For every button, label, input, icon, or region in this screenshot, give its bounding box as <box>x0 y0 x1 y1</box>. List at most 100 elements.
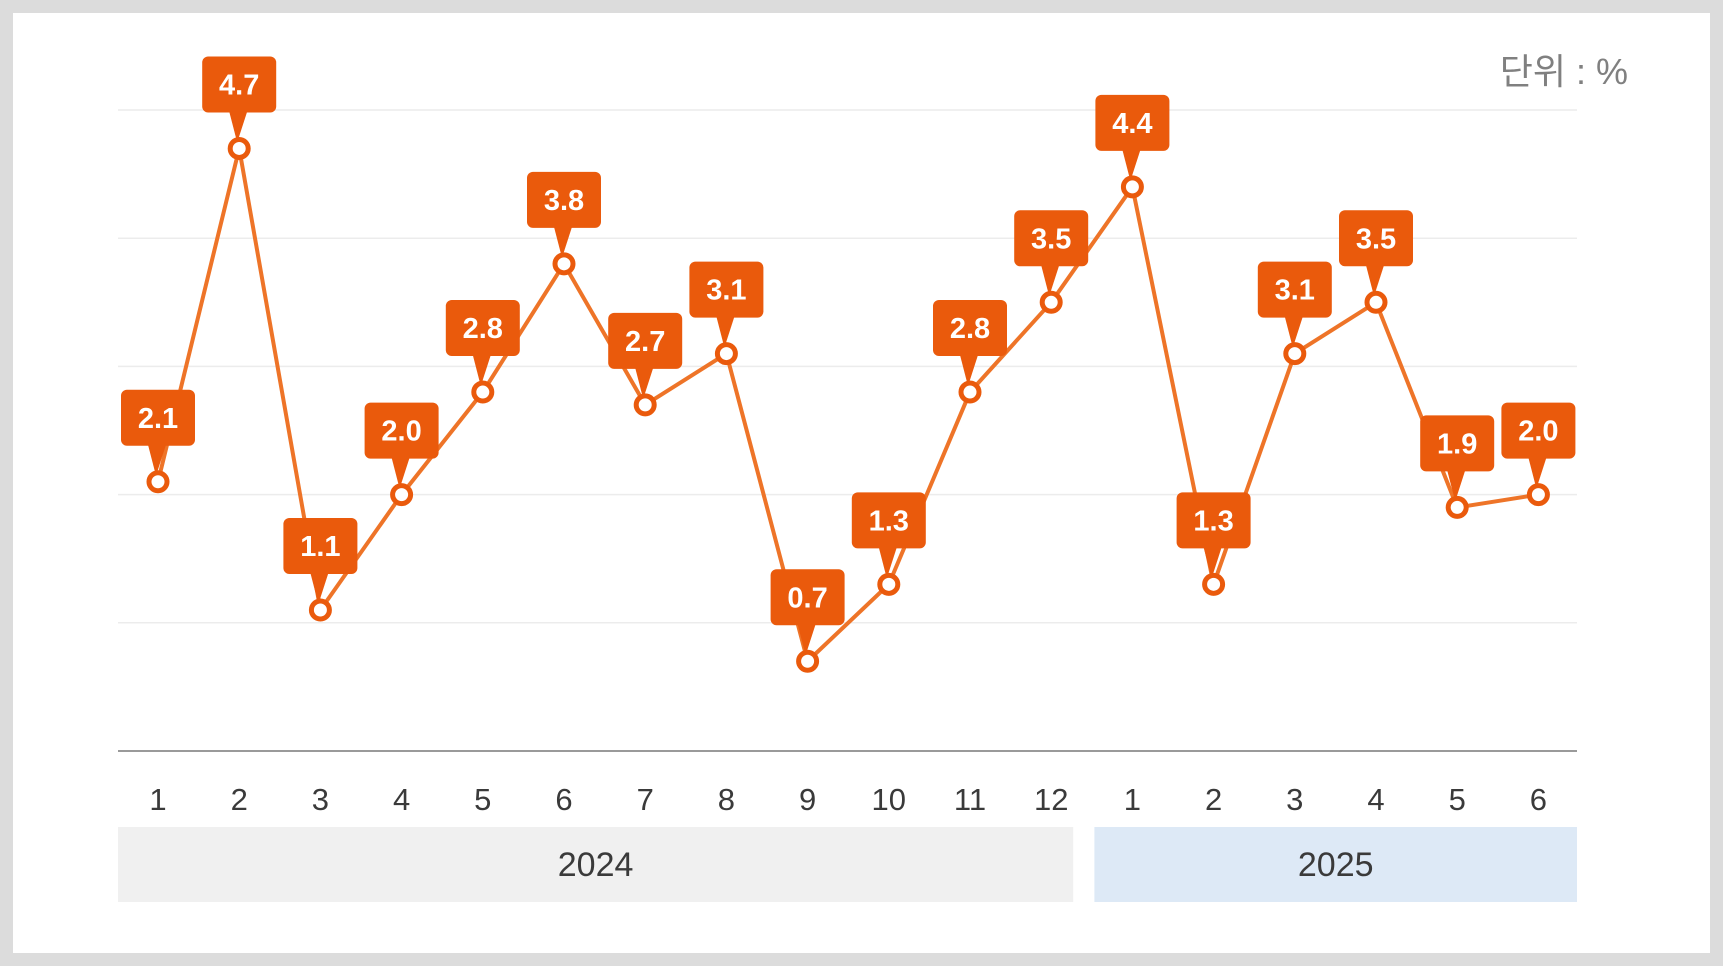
callout-pointer <box>1203 547 1222 579</box>
data-callout: 0.7 <box>770 569 845 656</box>
year-label: 2024 <box>558 846 634 884</box>
data-point <box>552 252 576 276</box>
data-point <box>877 572 901 596</box>
data-label: 3.8 <box>544 185 584 217</box>
callout-box <box>608 312 683 369</box>
data-label: 2.7 <box>625 326 665 358</box>
data-point <box>471 380 495 404</box>
year-label: 2025 <box>1298 846 1374 884</box>
data-label: 4.7 <box>219 69 259 101</box>
data-point <box>308 598 332 622</box>
data-label: 1.9 <box>1437 428 1477 460</box>
data-label: 3.1 <box>706 275 746 307</box>
month-label: 2 <box>231 782 248 817</box>
callout-box <box>1420 415 1495 472</box>
data-point <box>714 342 738 366</box>
data-callout: 1.1 <box>283 517 358 604</box>
data-point <box>227 136 251 160</box>
callout-box <box>283 517 358 574</box>
data-callouts: 2.1 4.7 1.1 2.0 2.8 3.8 2.7 3.1 0.7 1.3 2.8 3.5 4.4 1… <box>121 56 1576 656</box>
data-point <box>1445 495 1469 519</box>
callout-box <box>202 56 277 113</box>
x-axis-labels: 1 2 3 4 5 6 7 8 9 10 11 12 1 2 3 4 5 6 <box>149 782 1547 817</box>
callout-pointer <box>472 355 491 387</box>
data-point <box>958 380 982 404</box>
callout-box <box>121 389 195 446</box>
callout-pointer <box>960 355 978 387</box>
month-label: 6 <box>1530 782 1547 817</box>
data-callout: 1.9 <box>1420 415 1495 502</box>
callout-box <box>1095 94 1170 151</box>
data-label: 3.5 <box>1031 223 1071 255</box>
data-point <box>1120 175 1144 199</box>
callout-box <box>1176 492 1251 549</box>
callout-box <box>851 492 926 549</box>
callout-pointer <box>878 547 897 579</box>
data-point <box>1039 290 1063 314</box>
gridlines <box>118 109 1577 752</box>
callout-pointer <box>148 444 166 476</box>
data-point <box>633 393 657 417</box>
data-callout: 1.3 <box>1176 492 1251 579</box>
data-callout: 3.8 <box>527 171 601 258</box>
callout-box <box>1014 210 1089 267</box>
month-label: 2 <box>1205 782 1222 817</box>
callout-pointer <box>554 226 572 258</box>
data-point <box>1364 290 1388 314</box>
data-callout: 1.3 <box>851 492 926 579</box>
data-point <box>390 483 414 507</box>
month-label: 8 <box>718 782 735 817</box>
data-label: 2.8 <box>463 313 503 345</box>
data-callout: 4.4 <box>1095 94 1170 181</box>
month-label: 10 <box>872 782 906 817</box>
month-label: 7 <box>637 782 654 817</box>
data-point <box>1202 572 1226 596</box>
month-label: 5 <box>1449 782 1466 817</box>
data-callout: 3.5 <box>1339 210 1413 297</box>
callout-box <box>689 261 764 318</box>
month-label: 6 <box>555 782 572 817</box>
callout-box <box>527 171 601 228</box>
data-label: 2.0 <box>1518 416 1558 448</box>
data-label: 1.3 <box>1193 505 1233 537</box>
data-callout: 3.1 <box>1257 261 1332 348</box>
data-callout: 3.5 <box>1014 210 1089 297</box>
year-band-2025 <box>1094 827 1577 902</box>
month-label: 1 <box>1124 782 1141 817</box>
data-point <box>1283 342 1307 366</box>
callout-pointer <box>310 572 329 604</box>
callout-box <box>1501 402 1576 459</box>
data-callout: 2.0 <box>1501 402 1576 489</box>
callout-pointer <box>1122 149 1141 181</box>
data-label: 3.1 <box>1275 275 1315 307</box>
data-point <box>796 649 820 673</box>
series-line <box>156 146 1539 664</box>
month-label: 9 <box>799 782 816 817</box>
data-label: 2.1 <box>138 403 178 435</box>
callout-pointer <box>716 316 735 348</box>
data-callout: 2.8 <box>445 300 520 387</box>
month-label: 4 <box>393 782 410 817</box>
data-callout: 2.1 <box>121 389 195 476</box>
callout-box <box>1339 210 1413 267</box>
data-label: 1.1 <box>300 531 340 563</box>
data-point <box>146 470 170 494</box>
callout-pointer <box>391 457 410 489</box>
data-point <box>1526 483 1550 507</box>
callout-pointer <box>1366 265 1384 297</box>
data-callout: 2.7 <box>608 312 683 399</box>
data-callout: 2.0 <box>364 402 439 489</box>
month-label: 1 <box>149 782 166 817</box>
data-label: 2.8 <box>950 313 990 345</box>
callout-pointer <box>1041 265 1060 297</box>
series-polyline <box>156 146 1539 664</box>
callout-box <box>364 402 439 459</box>
month-label: 11 <box>954 782 986 817</box>
month-label: 3 <box>312 782 329 817</box>
data-label: 1.3 <box>869 505 909 537</box>
callout-pointer <box>635 367 654 399</box>
year-bands: 2024 2025 <box>118 827 1577 902</box>
data-points <box>146 136 1550 673</box>
data-callout: 3.1 <box>689 261 764 348</box>
